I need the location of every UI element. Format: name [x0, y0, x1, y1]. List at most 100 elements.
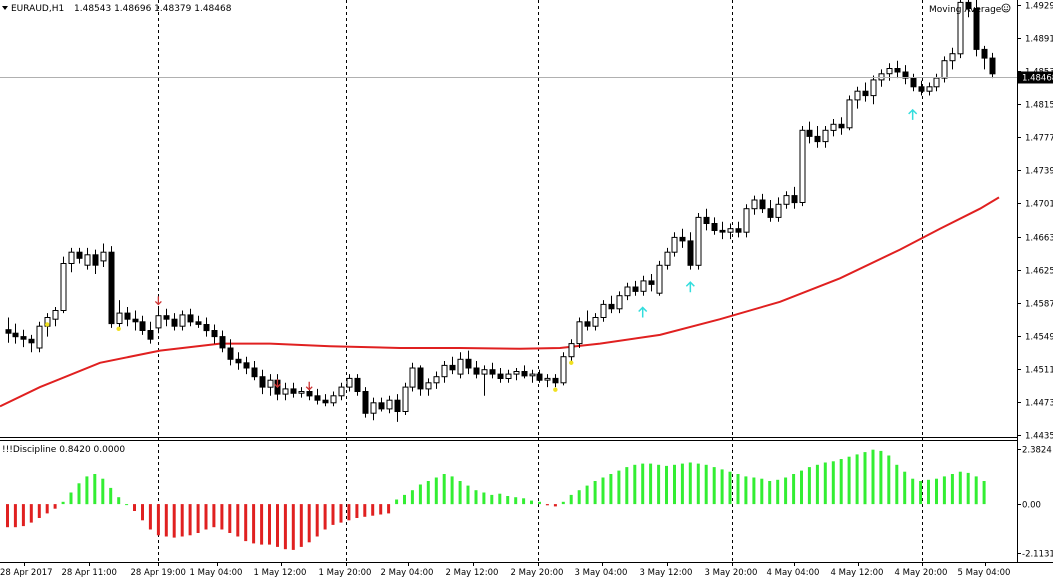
candle-body — [687, 240, 694, 266]
histogram-bar — [355, 504, 359, 518]
histogram-bar — [53, 504, 57, 509]
moving-average-layer — [0, 196, 1000, 408]
histogram-bar — [657, 464, 661, 505]
candle-body — [965, 1, 972, 9]
candle — [100, 243, 107, 267]
histogram-bar — [315, 504, 319, 537]
histogram-bar — [85, 476, 89, 505]
price-tick-label: 1.47010 — [1025, 200, 1053, 210]
signal-dot — [553, 387, 558, 392]
candle-body — [179, 314, 186, 327]
candle-body — [306, 391, 313, 397]
histogram-bar — [426, 481, 430, 505]
candle-body — [981, 48, 988, 59]
candle — [981, 45, 988, 70]
histogram-bar — [712, 467, 716, 505]
candle-body — [425, 382, 432, 390]
symbol-dropdown-icon[interactable] — [2, 6, 8, 10]
candle — [894, 60, 901, 79]
candle-body — [759, 199, 766, 210]
candle-body — [298, 391, 305, 394]
time-tick-label: 2 May 12:00 — [446, 568, 499, 578]
candle — [854, 86, 861, 109]
candle — [76, 247, 83, 264]
candle — [830, 119, 837, 137]
candle — [719, 221, 726, 240]
candle-body — [12, 332, 19, 338]
candle — [767, 200, 774, 222]
candle — [703, 208, 710, 231]
histogram-bar — [601, 477, 605, 505]
candle — [52, 307, 59, 327]
candle — [282, 382, 289, 401]
candle-body — [902, 71, 909, 79]
histogram-bar — [141, 504, 144, 521]
time-tick-label: 3 May 12:00 — [640, 568, 693, 578]
histogram-bar — [561, 501, 565, 505]
candle — [759, 193, 766, 213]
indicator-smiley-icon[interactable] — [1001, 3, 1011, 13]
histogram-bar — [307, 504, 311, 543]
histogram-bar — [720, 469, 724, 505]
chart-ohlc: 1.48543 1.48696 1.48379 1.48468 — [74, 4, 232, 14]
histogram-bar — [299, 504, 303, 547]
histogram-bar — [792, 474, 796, 505]
candle — [822, 126, 829, 148]
candle-body — [671, 236, 678, 253]
signal-dot — [45, 322, 50, 327]
histogram-bar — [673, 464, 676, 505]
candle-body — [632, 286, 639, 292]
histogram-bar — [823, 462, 827, 505]
histogram-bar — [863, 452, 867, 505]
candle-body — [481, 369, 488, 375]
histogram-bar — [736, 474, 740, 505]
histogram-bar — [77, 483, 81, 505]
time-tick-label: 3 May 20:00 — [705, 568, 758, 578]
candle — [28, 334, 35, 353]
candle-body — [664, 251, 671, 266]
candle-body — [679, 236, 686, 242]
candle-body — [116, 312, 123, 325]
candle — [814, 126, 821, 148]
candle — [799, 126, 806, 207]
candle — [735, 221, 742, 238]
candle-body — [227, 347, 234, 360]
price-tick-label: 1.49290 — [1025, 2, 1053, 12]
time-tick-label: 2 May 20:00 — [511, 568, 564, 578]
candle — [544, 374, 551, 388]
time-tick-label: 5 May 04:00 — [958, 568, 1011, 578]
histogram-bar — [649, 463, 653, 505]
candle-body — [624, 286, 631, 297]
histogram-bar — [744, 476, 748, 505]
candle — [362, 387, 369, 418]
candle-body — [695, 216, 702, 266]
sub-tick-label: 0.00 — [1022, 501, 1041, 511]
histogram-bar — [617, 470, 621, 505]
candle-body — [711, 223, 718, 231]
time-tick-label: 1 May 04:00 — [190, 568, 243, 578]
candle-body — [727, 228, 734, 233]
candle — [695, 213, 702, 270]
candle — [584, 310, 591, 331]
candle — [743, 204, 750, 238]
sell-arrow-icon — [305, 381, 313, 391]
candle-body — [814, 135, 821, 143]
candle — [267, 374, 274, 396]
histogram-bar — [847, 456, 851, 505]
price-tick-label: 1.45490 — [1025, 333, 1053, 343]
histogram-bar — [871, 449, 875, 505]
candle — [322, 394, 329, 407]
histogram-bar — [490, 494, 494, 505]
histogram-bar — [37, 504, 41, 518]
histogram-bar — [125, 504, 129, 506]
histogram-bar — [228, 504, 232, 533]
buy-arrow-icon — [685, 281, 695, 293]
candle-body — [544, 377, 551, 381]
candle — [489, 362, 496, 379]
candle — [521, 365, 528, 379]
candle — [751, 195, 758, 215]
buy-arrow-icon — [638, 306, 648, 318]
candle — [910, 73, 917, 92]
